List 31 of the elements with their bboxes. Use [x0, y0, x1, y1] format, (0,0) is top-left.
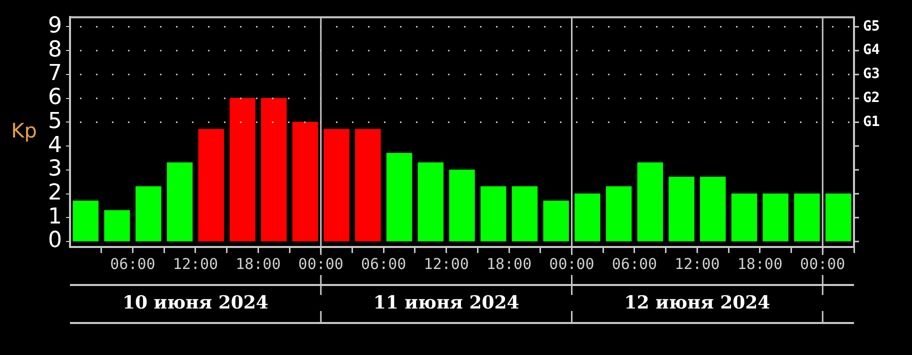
- x-tick-label: 00:00: [800, 254, 846, 273]
- y-axis-title: Kp: [11, 118, 37, 142]
- y-tick-label: 8: [48, 37, 62, 62]
- ref-line-label: G4: [863, 42, 880, 58]
- y-tick-label: 5: [48, 108, 62, 134]
- y-tick-label: 0: [48, 228, 62, 254]
- y-tick-label: 7: [48, 61, 62, 86]
- x-tick-label: 18:00: [236, 254, 281, 273]
- x-tick-label: 12:00: [674, 254, 720, 273]
- text: 10 июня 2024: [122, 292, 268, 314]
- x-tick-label: 00:00: [298, 254, 344, 273]
- y-tick-label: 3: [48, 156, 62, 182]
- ref-line-label: G1: [863, 114, 880, 130]
- text: 11 июня 2024: [373, 292, 520, 314]
- x-tick-label: 06:00: [110, 254, 156, 273]
- y-tick-label: 9: [48, 13, 62, 38]
- x-tick-label: 06:00: [612, 254, 658, 273]
- x-tick-label: 06:00: [361, 254, 406, 273]
- x-tick-label: 00:00: [549, 254, 594, 273]
- x-tick-label: 18:00: [486, 254, 532, 273]
- y-tick-label: 4: [48, 132, 62, 158]
- y-tick-label: 6: [48, 85, 62, 110]
- x-tick-label: 18:00: [737, 254, 782, 273]
- y-tick-label: 2: [48, 180, 62, 206]
- ref-line-label: G3: [863, 66, 880, 82]
- text: 12 июня 2024: [624, 292, 770, 314]
- y-tick-label: 1: [48, 204, 62, 230]
- x-tick-label: 12:00: [424, 254, 469, 273]
- ref-line-label: G5: [863, 18, 880, 34]
- ref-line-label: G2: [863, 90, 880, 106]
- x-tick-label: 12:00: [172, 254, 218, 273]
